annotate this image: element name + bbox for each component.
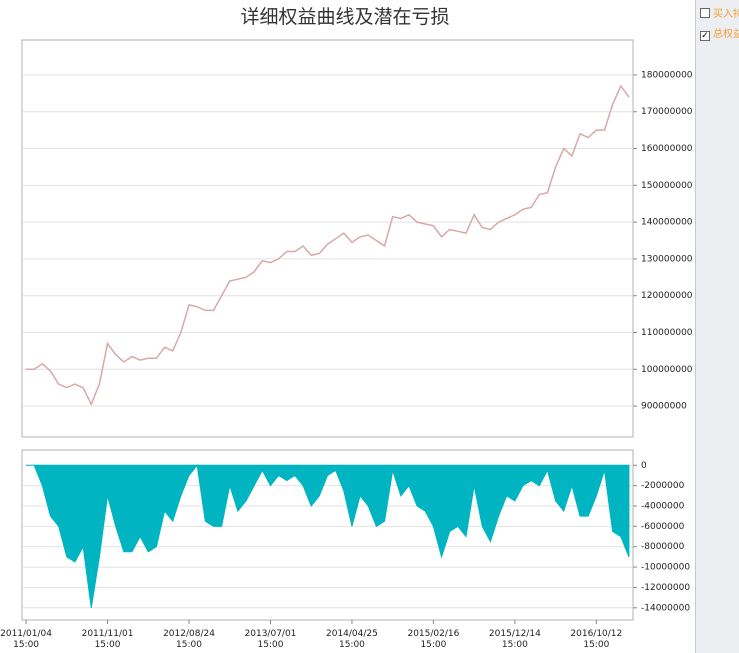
y-tick-label: -4000000: [641, 501, 685, 511]
y-tick-label: 130000000: [641, 254, 693, 264]
y-tick-label: 160000000: [641, 144, 693, 154]
y-tick-label: 120000000: [641, 291, 693, 301]
y-tick-label: -8000000: [641, 542, 685, 552]
x-tick-label: 2012/08/24 15:00: [163, 629, 215, 650]
chart: 详细权益曲线及潜在亏损 90000000 100000000 110000000 12…: [21, 6, 693, 624]
y-tick-label: 110000000: [641, 328, 693, 338]
x-tick-label: 2013/07/01 15:00: [244, 629, 297, 650]
y-tick-label: 180000000: [641, 70, 693, 80]
drawdown-area: [26, 464, 630, 608]
y-tick-label: 170000000: [641, 107, 693, 117]
x-tick-label: 2015/02/16 15:00: [407, 629, 460, 650]
y-tick-label: 150000000: [641, 181, 693, 191]
x-tick-label: 2016/10/12 15:00: [570, 629, 623, 650]
y-tick-label: 90000000: [641, 402, 687, 412]
y-tick-label: 140000000: [641, 218, 693, 228]
checkbox[interactable]: [700, 8, 710, 18]
y-tick-label: 100000000: [641, 365, 693, 375]
checkbox[interactable]: ✓: [700, 31, 710, 41]
y-tick-label: -12000000: [641, 583, 690, 593]
y-tick-label: -2000000: [641, 481, 685, 491]
plot-area: [21, 39, 634, 438]
x-tick-label: 2015/12/14 15:00: [488, 629, 541, 650]
equity-line: [26, 84, 630, 407]
y-tick-label: 0: [641, 461, 647, 471]
legend-label: 总权益: [713, 29, 739, 40]
chart-title: 详细权益曲线及潜在亏损: [240, 6, 449, 28]
legend-item[interactable]: ✓总权益: [700, 25, 739, 41]
y-tick-label: -10000000: [641, 563, 690, 573]
legend: 买入持 ✓总权益: [695, 0, 739, 653]
legend-label: 买入持: [713, 9, 739, 20]
y-tick-label: -14000000: [641, 603, 690, 613]
y-tick-label: -6000000: [641, 522, 685, 532]
x-tick-label: 2014/04/25 15:00: [326, 629, 378, 650]
legend-item[interactable]: 买入持: [700, 5, 739, 20]
x-tick-label: 2011/11/01 15:00: [81, 629, 134, 650]
x-tick-label: 2011/01/04 15:00: [0, 629, 52, 650]
